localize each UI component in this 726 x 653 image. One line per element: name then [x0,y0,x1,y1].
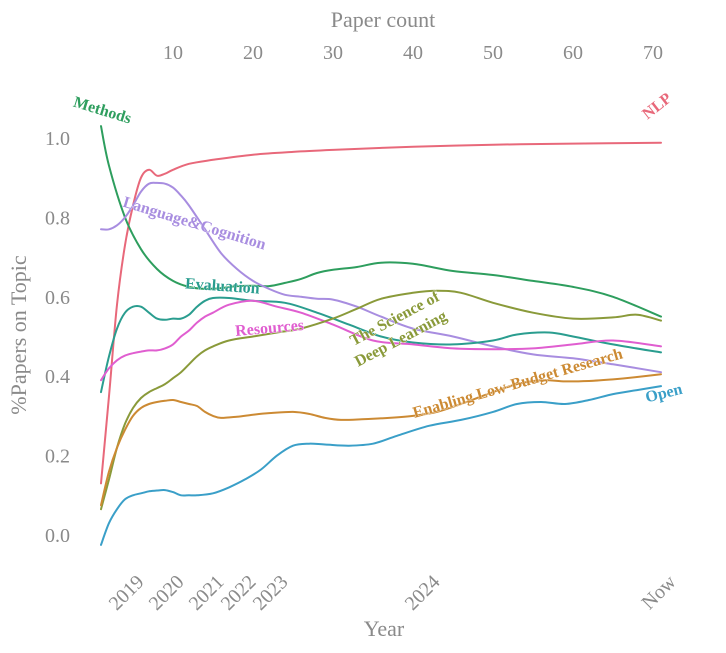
series-label-methods: Methods [71,94,133,128]
series-line-enabling-low-budget-research [100,373,662,507]
top-tick-label: 60 [563,42,583,64]
top-axis: 10 20 30 40 50 60 70 [163,42,663,64]
y-tick-label: 1.0 [45,128,70,150]
x-tick-label: 2023 [249,571,293,615]
y-axis: 0.0 0.2 0.4 0.6 0.8 1.0 [45,128,70,547]
series-label-nlp: NLP [639,90,675,123]
series-label-language-cognition: Language&Cognition [121,194,268,254]
series-line-the-science-of-deep-learning [100,289,662,511]
x-tick-label: 2024 [401,571,445,615]
series-line-methods [100,125,662,318]
y-tick-label: 0.6 [45,287,70,309]
series-lines [100,125,662,546]
series-line-nlp [100,141,662,485]
top-axis-title: Paper count [331,7,435,32]
y-tick-label: 0.4 [45,366,70,388]
series-line-resources [100,299,662,382]
series-line-evaluation [100,296,662,394]
y-tick-label: 0.0 [45,525,70,547]
x-tick-label: Now [637,571,680,614]
top-tick-label: 20 [243,42,263,64]
top-tick-label: 10 [163,42,183,64]
y-tick-label: 0.8 [45,207,70,229]
top-tick-label: 50 [483,42,503,64]
series-labels: NLP Methods Language&Cognition Evaluation Re… [71,89,684,422]
x-tick-label: 2020 [145,571,189,615]
series-line-language-cognition [100,181,662,374]
y-tick-label: 0.2 [45,446,70,468]
top-tick-label: 70 [643,42,663,64]
y-axis-title: %Papers on Topic [6,255,31,415]
series-label-open: Open [644,381,684,407]
series-label-evaluation: Evaluation [184,275,260,297]
top-tick-label: 40 [403,42,423,64]
top-tick-label: 30 [323,42,343,64]
series-label-enabling-low-budget-research: Enabling Low-Budget Research [411,346,625,422]
x-axis-title: Year [364,616,405,641]
x-tick-label: 2019 [105,571,149,615]
series-label-resources: Resources [234,317,304,340]
series-line-open [100,385,662,546]
